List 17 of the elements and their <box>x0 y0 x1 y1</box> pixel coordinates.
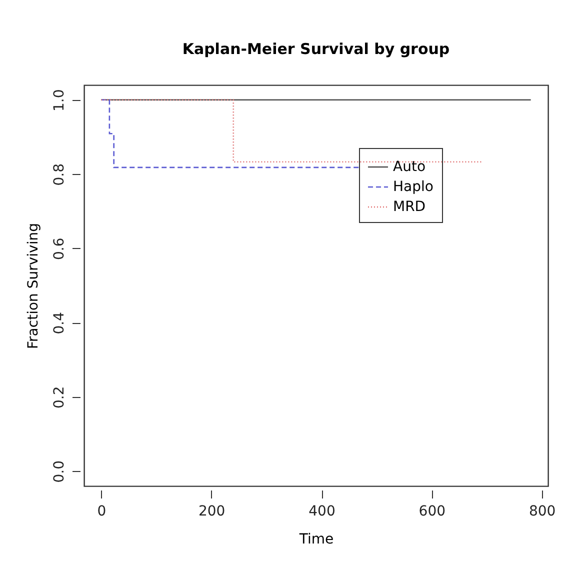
legend-label: MRD <box>393 199 426 215</box>
y-tick-label: 0.6 <box>52 238 68 260</box>
x-axis-title: Time <box>298 532 334 548</box>
y-tick-label: 0.4 <box>52 312 68 334</box>
y-axis-title: Fraction Surviving <box>26 223 42 349</box>
legend-label: Haplo <box>393 179 434 195</box>
y-tick-label: 0.8 <box>52 163 68 186</box>
x-tick-label: 200 <box>198 504 226 520</box>
y-tick-label: 1.0 <box>52 89 68 112</box>
y-tick-label: 0.2 <box>52 386 68 409</box>
legend-label: Auto <box>393 159 426 175</box>
x-tick-label: 800 <box>528 504 556 520</box>
x-tick-label: 600 <box>418 504 446 520</box>
x-tick-label: 0 <box>97 504 106 520</box>
x-tick-label: 400 <box>308 504 336 520</box>
chart-title: Kaplan-Meier Survival by group <box>182 40 450 58</box>
y-tick-label: 0.0 <box>52 460 68 483</box>
